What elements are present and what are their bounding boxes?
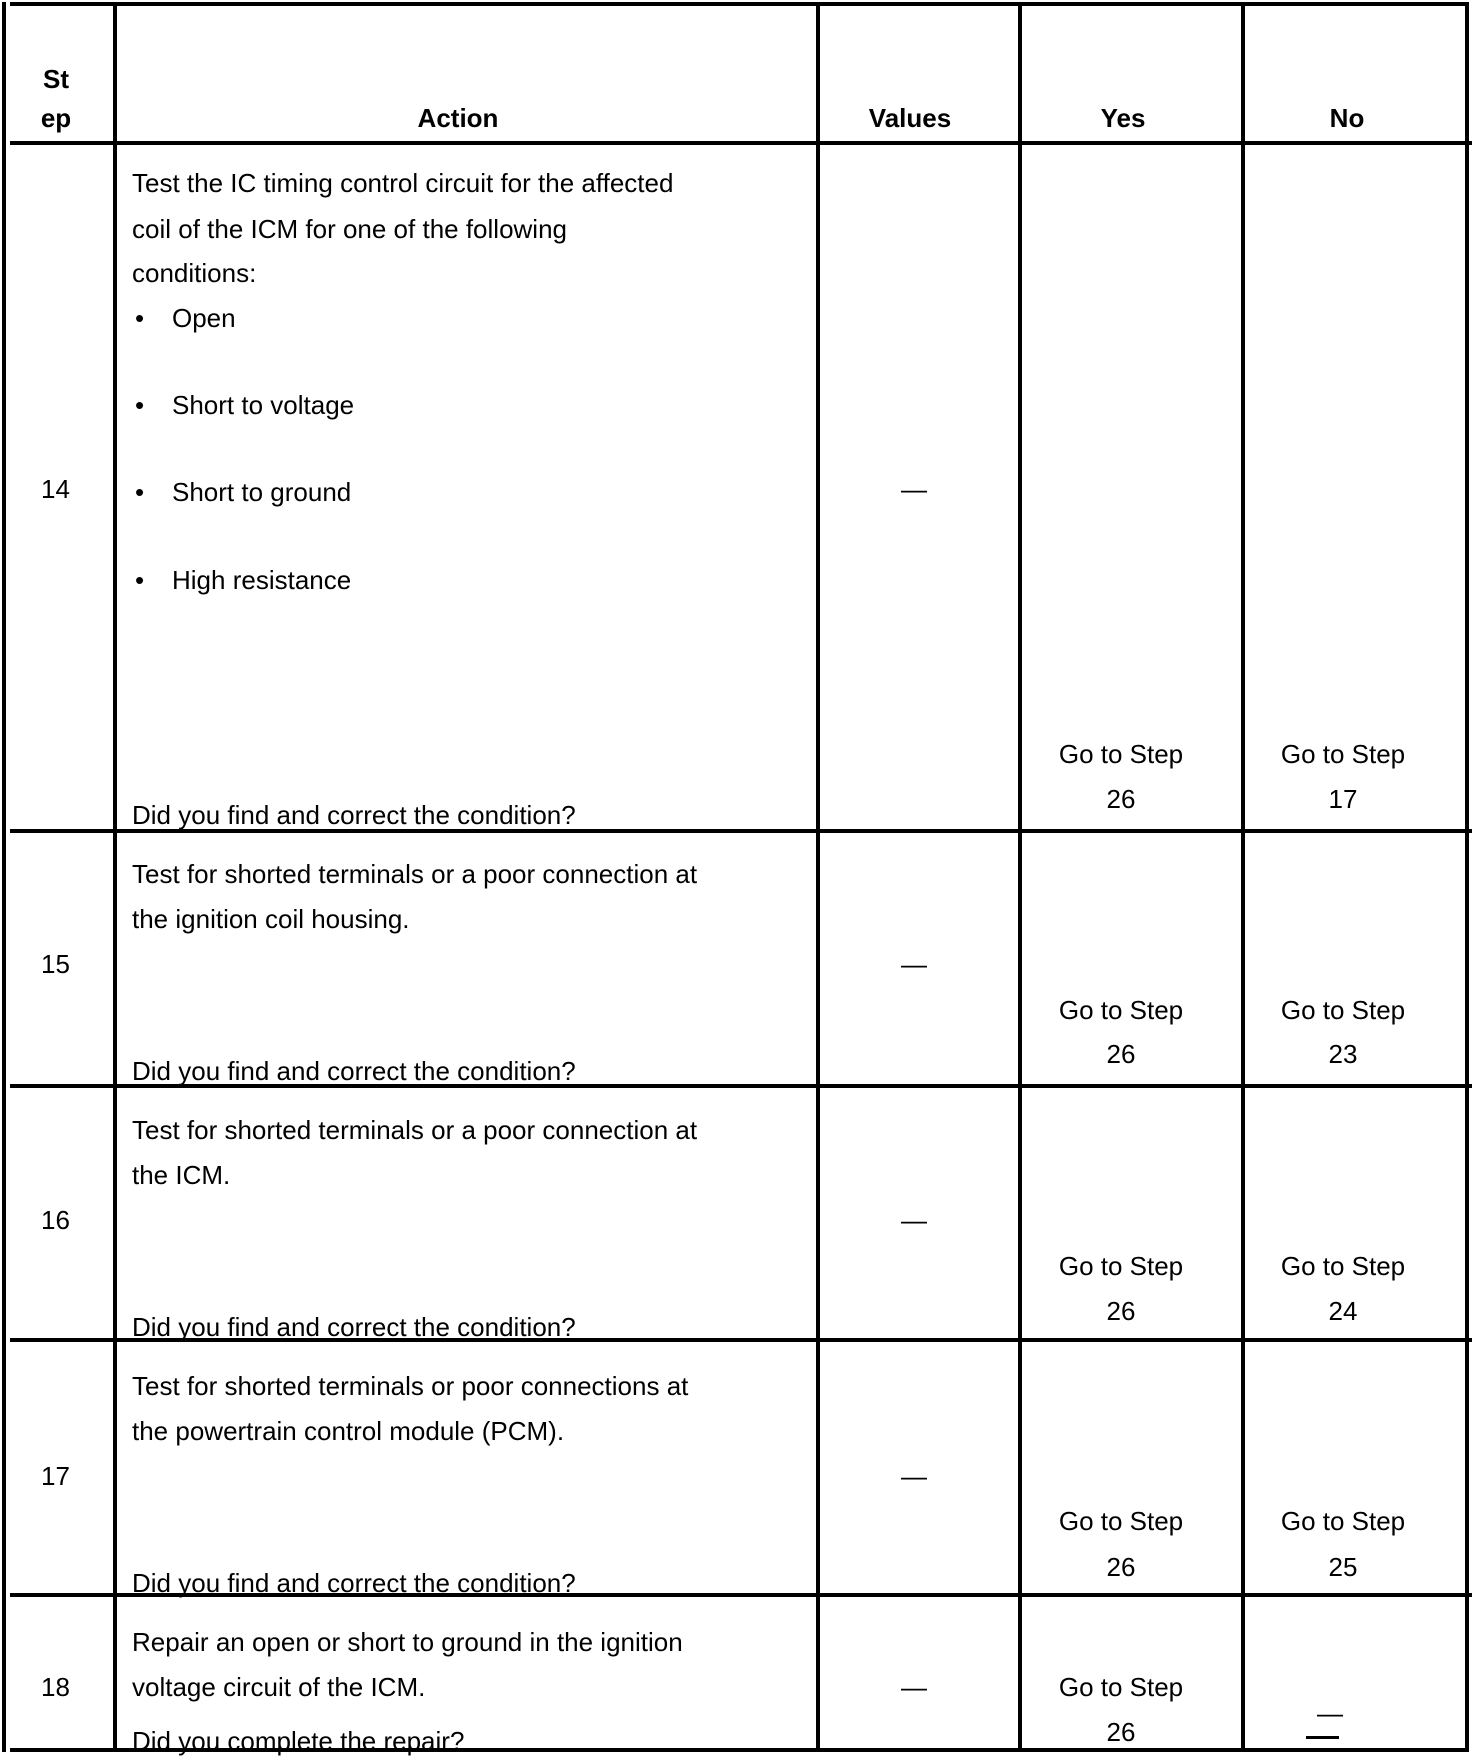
no-step: 23	[1328, 1039, 1358, 1069]
no-step: 25	[1328, 1552, 1358, 1582]
row-divider	[10, 829, 1472, 833]
underline-mark	[1306, 1736, 1339, 1739]
bullet-icon: •	[135, 390, 145, 420]
yes-step: 26	[1106, 1039, 1136, 1069]
bullet-icon: •	[135, 565, 145, 595]
header-values: Values	[868, 103, 952, 133]
question-text: Did you find and correct the condition?	[132, 1568, 576, 1598]
step-number: 14	[41, 474, 70, 504]
bullet-item: Short to voltage	[172, 390, 355, 420]
table-border	[10, 1748, 1468, 1752]
no-action: Go to Step	[1280, 739, 1406, 769]
bullet-item: High resistance	[172, 565, 352, 595]
row-divider	[10, 1338, 1472, 1342]
header-step: ep	[40, 103, 72, 133]
no-cell: —	[1317, 1698, 1343, 1728]
yes-action: Go to Step	[1058, 1672, 1184, 1702]
values-cell: —	[901, 1672, 927, 1702]
values-cell: —	[901, 474, 927, 504]
yes-step: 26	[1106, 784, 1136, 814]
action-text: Test the IC timing control circuit for t…	[132, 168, 674, 198]
bullet-item: Open	[172, 303, 236, 333]
bullet-icon: •	[135, 303, 145, 333]
action-text: the ignition coil housing.	[132, 904, 410, 934]
table-border	[10, 2, 1468, 6]
yes-action: Go to Step	[1058, 1251, 1184, 1281]
yes-step: 26	[1106, 1552, 1136, 1582]
no-action: Go to Step	[1280, 1506, 1406, 1536]
column-divider	[1018, 2, 1022, 1752]
column-divider	[816, 2, 820, 1752]
action-text: the powertrain control module (PCM).	[132, 1416, 565, 1446]
table-border	[1465, 2, 1469, 1752]
step-number: 16	[41, 1205, 70, 1235]
yes-step: 26	[1106, 1296, 1136, 1326]
values-cell: —	[901, 1461, 927, 1491]
header-no: No	[1329, 103, 1365, 133]
action-text: Test for shorted terminals or a poor con…	[132, 859, 698, 889]
header-action: Action	[417, 103, 499, 133]
step-number: 15	[41, 949, 70, 979]
question-text: Did you find and correct the condition?	[132, 1056, 576, 1086]
header-yes: Yes	[1100, 103, 1146, 133]
column-divider	[113, 2, 117, 1752]
row-divider	[10, 1593, 1472, 1597]
action-text: Test for shorted terminals or a poor con…	[132, 1115, 698, 1145]
bullet-item: Short to ground	[172, 477, 352, 507]
column-divider	[1241, 2, 1245, 1752]
question-text: Did you find and correct the condition?	[132, 1312, 576, 1342]
question-text: Did you complete the repair?	[132, 1726, 465, 1756]
header-step: St	[43, 64, 69, 94]
no-action: Go to Step	[1280, 995, 1406, 1025]
values-cell: —	[901, 949, 927, 979]
action-text: Test for shorted terminals or poor conne…	[132, 1371, 689, 1401]
row-divider	[10, 1084, 1472, 1088]
table-border	[2, 2, 6, 1752]
yes-action: Go to Step	[1058, 1506, 1184, 1536]
no-step: 17	[1328, 784, 1358, 814]
values-cell: —	[901, 1205, 927, 1235]
yes-step: 26	[1106, 1717, 1136, 1747]
action-text: coil of the ICM for one of the following	[132, 214, 568, 244]
step-number: 18	[41, 1672, 70, 1702]
step-number: 17	[41, 1461, 70, 1491]
question-text: Did you find and correct the condition?	[132, 800, 576, 830]
yes-action: Go to Step	[1058, 995, 1184, 1025]
action-text: Repair an open or short to ground in the…	[132, 1627, 683, 1657]
bullet-icon: •	[135, 477, 145, 507]
action-text: voltage circuit of the ICM.	[132, 1672, 426, 1702]
no-action: Go to Step	[1280, 1251, 1406, 1281]
no-step: 24	[1328, 1296, 1358, 1326]
action-text: the ICM.	[132, 1160, 231, 1190]
action-text: conditions:	[132, 258, 257, 288]
yes-action: Go to Step	[1058, 739, 1184, 769]
header-divider	[10, 141, 1472, 145]
